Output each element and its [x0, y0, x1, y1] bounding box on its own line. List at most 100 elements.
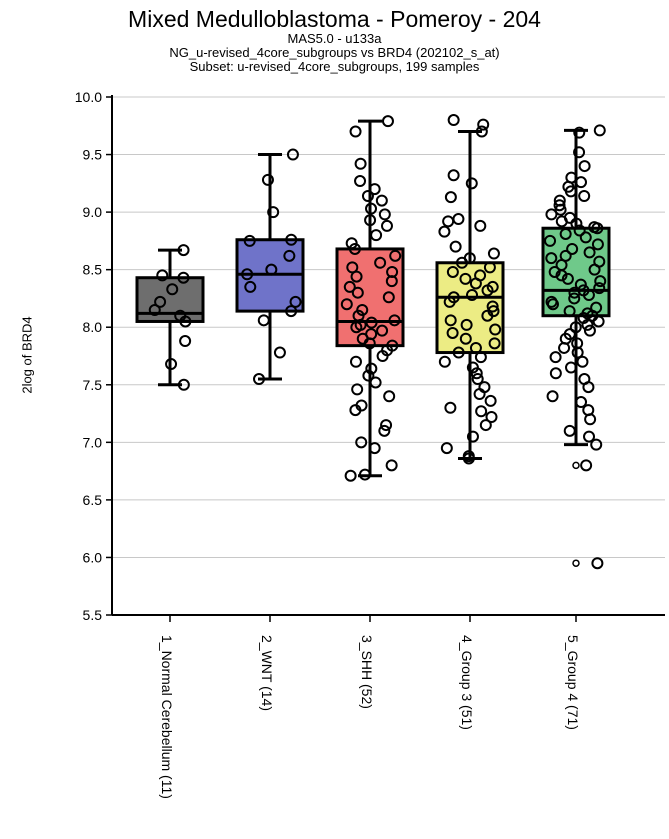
data-point: [443, 295, 456, 308]
data-point: [286, 148, 299, 161]
y-tick-label: 7.0: [83, 434, 103, 450]
chart-subtitle-comparison: NG_u-revised_4core_subgroups vs BRD4 (20…: [169, 45, 500, 60]
data-point: [343, 280, 356, 293]
data-point: [351, 286, 364, 299]
data-point: [358, 468, 371, 481]
chart-subtitle-subset: Subset: u-revised_4core_subgroups, 199 s…: [189, 59, 480, 74]
y-tick-label: 8.5: [83, 262, 103, 278]
data-point: [563, 424, 576, 437]
data-point: [466, 430, 479, 443]
data-point: [582, 381, 595, 394]
data-point: [376, 350, 389, 362]
data-point: [382, 291, 395, 304]
data-point: [179, 335, 192, 348]
data-point: [573, 126, 586, 139]
data-point: [573, 146, 586, 159]
data-point: [471, 373, 484, 386]
data-point: [154, 295, 167, 308]
data-point: [475, 125, 488, 138]
data-point: [177, 271, 190, 284]
data-point: [177, 244, 190, 257]
data-point: [257, 314, 270, 327]
data-point: [166, 283, 179, 296]
data-point: [548, 265, 561, 278]
y-tick-label: 6.5: [83, 492, 103, 508]
data-point: [578, 189, 591, 202]
data-point: [350, 321, 363, 334]
x-tick-label: 4_Group 3 (51): [459, 635, 475, 730]
data-point: [179, 315, 192, 328]
x-tick-label: 3_SHH (52): [359, 635, 375, 709]
data-point: [568, 286, 581, 299]
data-point: [460, 318, 473, 331]
data-point: [469, 277, 482, 290]
data-point: [345, 237, 358, 250]
data-point: [574, 278, 587, 291]
data-point: [469, 341, 482, 354]
data-point: [484, 394, 497, 407]
data-point: [243, 234, 256, 247]
data-point: [376, 324, 389, 337]
data-point: [474, 219, 487, 232]
data-point: [444, 314, 457, 327]
data-point: [383, 390, 396, 403]
data-point: [474, 351, 487, 364]
data-point: [156, 269, 169, 282]
data-point: [350, 270, 363, 283]
data-point: [489, 323, 502, 336]
data-point: [583, 246, 596, 259]
data-point: [487, 247, 500, 260]
chart-subtitle-platform: MAS5.0 - u133a: [287, 31, 382, 46]
data-point: [545, 252, 558, 265]
y-tick-label: 9.5: [83, 147, 103, 163]
data-point: [349, 125, 362, 138]
outlier-point: [572, 461, 580, 470]
data-point: [389, 249, 402, 262]
data-point: [440, 442, 453, 455]
data-point: [177, 378, 190, 391]
data-point: [546, 390, 559, 403]
data-point: [241, 268, 254, 281]
data-point: [349, 355, 362, 368]
data-point: [561, 272, 574, 285]
data-point: [365, 202, 378, 215]
y-tick-label: 5.5: [83, 607, 103, 623]
data-point: [559, 227, 572, 240]
data-point: [447, 114, 460, 127]
data-point: [165, 358, 178, 371]
data-point: [555, 269, 568, 282]
data-point: [374, 256, 387, 269]
data-point: [479, 419, 492, 432]
data-point: [593, 124, 606, 137]
data-point: [545, 208, 558, 221]
data-point: [591, 557, 604, 570]
data-point: [583, 430, 596, 443]
data-point: [455, 256, 468, 269]
data-point: [148, 303, 161, 316]
data-point: [289, 295, 302, 308]
data-point: [369, 376, 382, 389]
data-point: [573, 224, 586, 237]
data-point: [285, 233, 298, 246]
data-point: [570, 217, 583, 230]
data-point: [584, 413, 597, 426]
data-point: [261, 173, 274, 186]
data-point: [354, 157, 367, 170]
data-point: [466, 288, 479, 301]
data-point: [452, 346, 465, 359]
data-point: [581, 318, 594, 331]
data-point: [544, 234, 557, 247]
data-point: [378, 424, 391, 437]
data-point: [563, 305, 576, 318]
data-point: [553, 199, 566, 212]
data-point: [452, 213, 465, 226]
y-tick-label: 9.0: [83, 204, 103, 220]
data-point: [546, 298, 559, 311]
data-point: [244, 280, 257, 293]
data-point: [568, 292, 581, 305]
data-point: [283, 249, 296, 262]
y-tick-label: 6.0: [83, 549, 103, 565]
data-point: [267, 206, 280, 219]
